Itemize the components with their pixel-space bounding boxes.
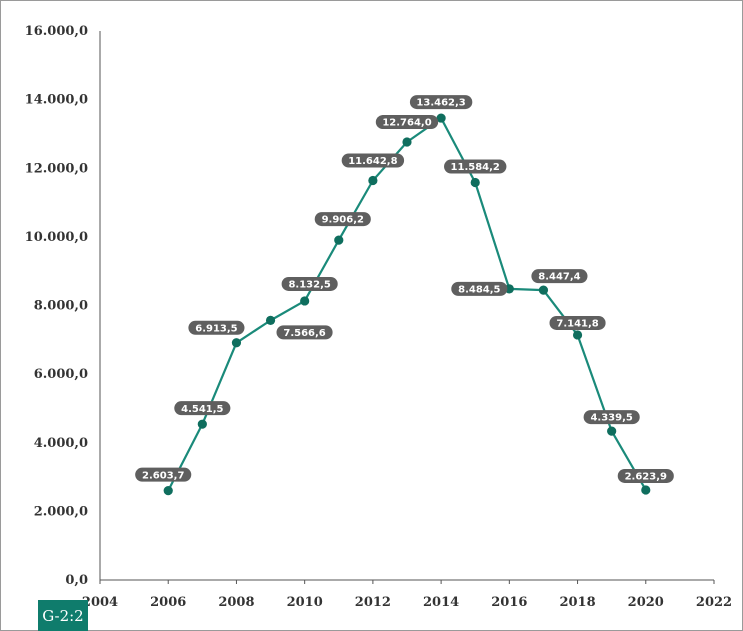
data-point [368,175,378,186]
x-tick-label: 2006 [150,595,186,610]
x-tick-label: 2018 [559,595,595,610]
x-tick-label: 2022 [696,595,732,610]
y-tick-label: 2.000,0 [34,504,88,519]
x-tick-label: 2012 [355,595,391,610]
data-label: 11.584,2 [451,162,500,173]
data-label: 7.566,6 [283,328,325,339]
data-label-bg [444,159,507,174]
x-tick-label: 2016 [491,595,527,610]
data-label-bg [549,315,606,330]
y-tick-label: 4.000,0 [34,436,88,451]
data-label-bg [174,401,231,416]
y-tick-label: 8.000,0 [34,299,88,314]
data-point [436,113,446,123]
axes [99,31,714,581]
data-point [572,330,583,340]
y-axis-ticks: 0,0 2.000,0 4.000,0 6.000,0 8.000,0 10.000,0 1… [25,24,88,588]
data-label-bg [617,468,674,483]
series-polyline [167,116,647,492]
data-label: 8.484,5 [458,284,500,295]
data-label: 8.447,4 [538,272,580,283]
x-tick-label: 2020 [628,595,664,610]
data-label: 12.764,0 [382,118,431,129]
y-tick-label: 0,0 [65,573,88,588]
data-points [163,113,651,496]
data-label-bg [276,325,333,340]
y-tick-label: 14.000,0 [25,93,88,108]
x-tick-label: 2010 [287,595,323,610]
data-label-bg [281,276,338,291]
data-label: 11.642,8 [348,156,397,167]
x-tick-label: 2014 [423,595,459,610]
data-label-bg [583,410,640,425]
data-labels: 2.603,7 4.541,5 6.913,5 7.566,6 8.132,5 9.906… [135,95,674,483]
data-point [641,485,651,495]
data-label-bg [135,467,192,482]
y-tick-label: 6.000,0 [34,367,88,382]
y-tick-label: 10.000,0 [25,230,88,245]
data-label-bg [314,212,371,227]
data-label-bg [531,269,588,284]
data-point [470,177,480,188]
data-point [504,284,514,294]
data-label: 2.623,9 [625,472,667,483]
y-tick-label: 12.000,0 [25,161,88,176]
data-point [402,137,412,147]
data-point [538,285,549,295]
data-label: 4.541,5 [181,404,223,415]
data-point [197,419,207,429]
data-label-bg [341,153,405,168]
data-point [265,315,276,325]
x-tick-label: 2004 [82,595,118,610]
data-point [300,296,310,306]
data-label-bg [375,115,439,130]
data-label: 9.906,2 [322,215,364,226]
data-point [231,338,242,348]
x-axis-ticks: 2004 2006 2008 2010 2012 2014 2016 2018 2020 2022 [82,580,732,610]
data-label: 2.603,7 [142,470,184,481]
data-point [163,486,173,496]
data-label-bg [409,95,473,110]
data-label: 4.339,5 [590,413,632,424]
data-label-bg [451,281,508,296]
series-line [167,116,647,492]
data-label-bg [188,320,245,335]
y-tick-label: 16.000,0 [25,24,88,39]
data-label: 13.462,3 [416,98,465,109]
data-label: 8.132,5 [288,280,330,291]
x-tick-label: 2008 [218,595,254,610]
data-label: 7.141,8 [556,319,598,330]
figure-badge: G-2:2 [38,600,88,631]
data-label: 6.913,5 [195,323,237,334]
data-point [607,426,617,436]
data-point [334,235,344,245]
